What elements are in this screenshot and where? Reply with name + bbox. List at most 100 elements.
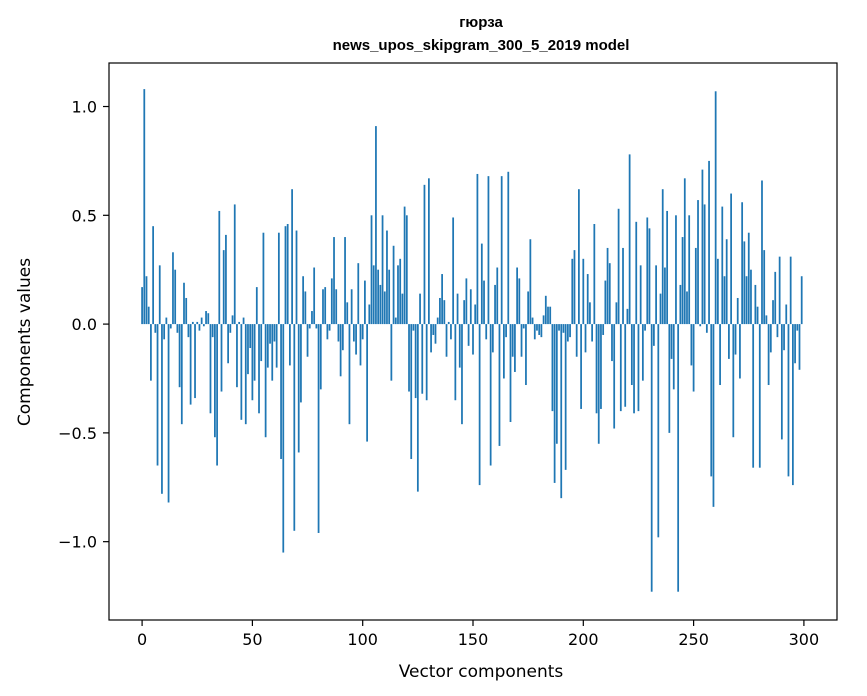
bar <box>306 324 309 357</box>
bar <box>368 304 371 325</box>
bar <box>597 324 600 444</box>
bar <box>800 276 803 325</box>
bar <box>377 269 380 325</box>
bar <box>533 324 536 340</box>
bar <box>284 226 287 325</box>
bar <box>555 324 558 444</box>
bar <box>683 178 686 325</box>
bar <box>436 317 439 325</box>
bar <box>544 295 547 325</box>
bar <box>428 178 430 325</box>
bar <box>178 324 181 388</box>
x-tick-label: 250 <box>678 630 709 649</box>
bar <box>560 324 563 499</box>
bar <box>375 126 377 325</box>
bar <box>626 308 629 325</box>
bar <box>359 324 362 366</box>
bar <box>668 324 671 433</box>
bar <box>648 228 651 325</box>
bar <box>350 289 353 325</box>
bar <box>525 324 527 386</box>
y-tick-label: 0.5 <box>72 206 97 225</box>
bar <box>666 210 669 325</box>
bar <box>258 324 260 414</box>
bar <box>527 291 530 325</box>
bar <box>370 215 373 325</box>
bar <box>419 293 421 325</box>
bar <box>264 324 267 438</box>
bar <box>765 315 768 325</box>
bar <box>672 324 675 390</box>
bar <box>703 204 706 325</box>
bar <box>573 250 576 325</box>
y-tick-label: −1.0 <box>58 533 97 552</box>
bar <box>379 284 382 325</box>
bar <box>244 324 247 425</box>
bar <box>392 245 395 325</box>
bar <box>319 324 322 390</box>
bar <box>653 324 655 346</box>
bar <box>425 324 428 401</box>
bar <box>335 289 338 325</box>
bar <box>229 324 232 333</box>
bar <box>657 324 660 538</box>
bar <box>774 271 777 325</box>
bar <box>606 247 609 325</box>
bar <box>650 324 653 592</box>
bar <box>743 241 746 325</box>
bar <box>280 324 282 459</box>
bar <box>154 324 157 333</box>
bar <box>547 306 549 325</box>
bar <box>776 324 779 338</box>
x-tick-label: 50 <box>242 630 262 649</box>
bar <box>604 280 607 325</box>
bar <box>169 324 172 329</box>
bar <box>531 317 534 325</box>
bar <box>628 154 631 325</box>
bar <box>467 324 470 346</box>
bar <box>352 324 355 342</box>
bar <box>734 324 737 355</box>
bar <box>430 324 432 353</box>
bar <box>728 324 730 359</box>
bar <box>613 324 616 429</box>
bar <box>209 324 212 414</box>
y-axis-label: Components values <box>15 258 35 426</box>
bar <box>388 269 391 325</box>
bar <box>286 224 289 325</box>
bar <box>330 278 333 325</box>
bar <box>445 324 448 357</box>
bar <box>463 300 466 325</box>
bar <box>202 324 205 327</box>
bar <box>249 324 252 349</box>
bar <box>251 324 254 401</box>
bar <box>529 239 532 325</box>
bar <box>516 267 518 325</box>
bar <box>536 324 538 331</box>
bar <box>238 321 241 325</box>
bar <box>143 89 146 325</box>
bar <box>386 230 388 325</box>
bar <box>602 324 605 335</box>
bar <box>161 324 163 494</box>
bar <box>308 324 311 329</box>
bar <box>747 232 750 325</box>
bar <box>540 324 543 338</box>
bar <box>165 317 168 325</box>
bar <box>225 234 227 325</box>
bar <box>750 269 752 325</box>
bar <box>690 324 693 366</box>
bar <box>487 176 490 325</box>
bar <box>271 324 274 381</box>
bar <box>641 324 644 381</box>
bar <box>485 324 488 340</box>
bar <box>260 324 263 362</box>
bar <box>295 230 298 325</box>
bar <box>291 189 293 325</box>
bar <box>608 263 611 325</box>
bar <box>659 293 662 325</box>
bar <box>211 324 214 338</box>
bar <box>701 169 704 325</box>
bar <box>269 324 271 344</box>
chart-subtitle: news_upos_skipgram_300_5_2019 model <box>333 37 630 54</box>
